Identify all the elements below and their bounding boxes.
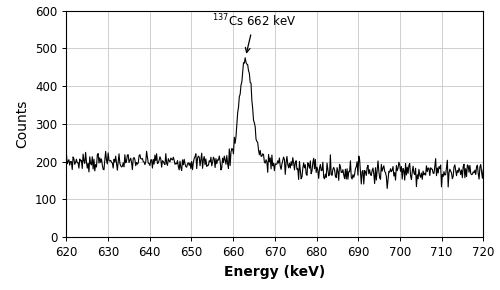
Y-axis label: Counts: Counts bbox=[16, 100, 30, 148]
Text: $^{137}$Cs 662 keV: $^{137}$Cs 662 keV bbox=[212, 13, 296, 52]
X-axis label: Energy (keV): Energy (keV) bbox=[224, 265, 326, 279]
